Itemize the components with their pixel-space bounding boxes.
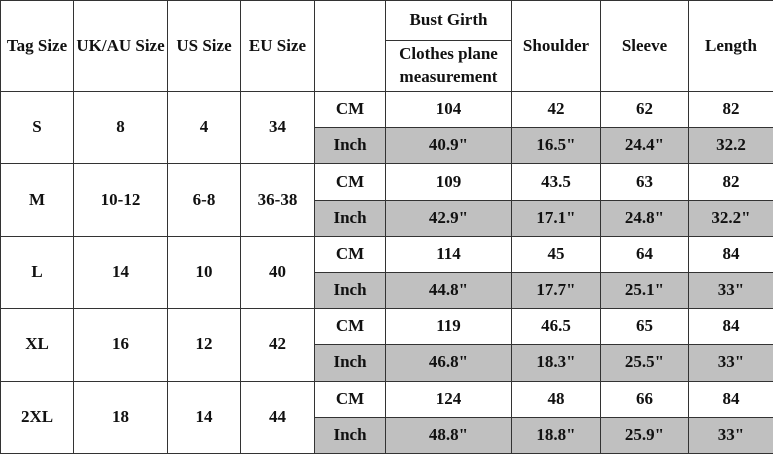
- data-row: XL 16 12 42 CM 119 46.5 65 84: [0, 308, 773, 382]
- measure-cell: 46.8": [385, 344, 512, 382]
- measure-cell: 82: [688, 90, 773, 129]
- size-cell: 2XL: [0, 380, 74, 454]
- header-cell: EU Size: [240, 0, 315, 92]
- data-row: Inch 46.8" 18.3" 25.5" 33": [1, 344, 773, 382]
- measure-cell: 32.2: [688, 127, 773, 165]
- size-cell: M: [0, 163, 74, 237]
- data-row: S 8 4 34 CM 104 42 62 82: [0, 90, 773, 165]
- measure-cell: 25.1": [600, 271, 689, 310]
- measure-cell: 40.9": [385, 127, 512, 165]
- measure-cell: 84: [688, 235, 773, 273]
- unit-cell: CM: [314, 235, 386, 273]
- measure-cell: 17.7": [511, 271, 601, 310]
- unit-cell: CM: [314, 163, 386, 201]
- measure-cell: 17.1": [511, 199, 601, 237]
- header-cell: Sleeve: [600, 0, 689, 92]
- measure-cell: 109: [385, 163, 512, 201]
- unit-cell: Inch: [314, 271, 386, 310]
- size-cell: 36-38: [240, 163, 315, 237]
- header-cell: [314, 0, 386, 92]
- data-row: L 14 10 40 CM 114 45 64 84: [0, 235, 773, 310]
- header-cell: Tag Size: [0, 0, 74, 92]
- measure-cell: 32.2": [688, 199, 773, 237]
- measure-cell: 84: [688, 380, 773, 418]
- header-row: Clothes plane measurement: [1, 40, 773, 92]
- measure-cell: 42: [511, 90, 601, 129]
- measure-cell: 124: [385, 380, 512, 418]
- header-cell: Clothes plane measurement: [385, 40, 512, 92]
- measure-cell: 84: [688, 308, 773, 346]
- measure-cell: 42.9": [385, 199, 512, 237]
- data-row: 2XL 18 14 44 CM 124 48 66 84: [0, 380, 773, 454]
- size-cell: XL: [0, 308, 74, 382]
- size-cell: 12: [167, 308, 241, 382]
- data-row: M 10-12 6-8 36-38 CM 109 43.5 63 82: [0, 163, 773, 237]
- size-cell: S: [0, 90, 74, 165]
- measure-cell: 25.9": [600, 416, 689, 454]
- measure-cell: 114: [385, 235, 512, 273]
- size-cell: 16: [73, 308, 168, 382]
- header-row: Tag Size UK/AU Size US Size EU Size Bust…: [0, 0, 773, 92]
- size-cell: 14: [73, 235, 168, 310]
- unit-cell: CM: [314, 90, 386, 129]
- unit-cell: Inch: [314, 416, 386, 454]
- measure-cell: 65: [600, 308, 689, 346]
- table-body: S 8 4 34 CM 104 42 62 82 Inch 40.9" 16.5" 24.4" 32.2 M…: [0, 90, 773, 454]
- size-cell: 40: [240, 235, 315, 310]
- measure-cell: 45: [511, 235, 601, 273]
- measure-cell: 18.8": [511, 416, 601, 454]
- measure-cell: 119: [385, 308, 512, 346]
- measure-cell: 24.8": [600, 199, 689, 237]
- size-cell: 44: [240, 380, 315, 454]
- measure-cell: 24.4": [600, 127, 689, 165]
- header-cell: Length: [688, 0, 773, 92]
- size-cell: L: [0, 235, 74, 310]
- size-cell: 8: [73, 90, 168, 165]
- measure-cell: 33": [688, 344, 773, 382]
- measure-cell: 82: [688, 163, 773, 201]
- measure-cell: 64: [600, 235, 689, 273]
- unit-cell: Inch: [314, 344, 386, 382]
- data-row: Inch 48.8" 18.8" 25.9" 33": [1, 416, 773, 454]
- unit-cell: Inch: [314, 127, 386, 165]
- size-cell: 18: [73, 380, 168, 454]
- unit-cell: CM: [314, 380, 386, 418]
- measure-cell: 48.8": [385, 416, 512, 454]
- size-cell: 4: [167, 90, 241, 165]
- header-cell: Shoulder: [511, 0, 601, 92]
- data-row: Inch 42.9" 17.1" 24.8" 32.2": [1, 199, 773, 237]
- data-row: Inch 40.9" 16.5" 24.4" 32.2: [1, 127, 773, 165]
- measure-cell: 62: [600, 90, 689, 129]
- header-cell: UK/AU Size: [73, 0, 168, 92]
- measure-cell: 25.5": [600, 344, 689, 382]
- measure-cell: 33": [688, 416, 773, 454]
- measure-cell: 63: [600, 163, 689, 201]
- measure-cell: 43.5: [511, 163, 601, 201]
- header-cell: Bust Girth: [385, 0, 512, 41]
- unit-cell: CM: [314, 308, 386, 346]
- size-cell: 14: [167, 380, 241, 454]
- unit-cell: Inch: [314, 199, 386, 237]
- size-cell: 34: [240, 90, 315, 165]
- size-cell: 6-8: [167, 163, 241, 237]
- size-cell: 10-12: [73, 163, 168, 237]
- measure-cell: 48: [511, 380, 601, 418]
- measure-cell: 104: [385, 90, 512, 129]
- measure-cell: 18.3": [511, 344, 601, 382]
- size-cell: 10: [167, 235, 241, 310]
- header-cell: US Size: [167, 0, 241, 92]
- size-cell: 42: [240, 308, 315, 382]
- measure-cell: 66: [600, 380, 689, 418]
- measure-cell: 44.8": [385, 271, 512, 310]
- measure-cell: 16.5": [511, 127, 601, 165]
- measure-cell: 46.5: [511, 308, 601, 346]
- measure-cell: 33": [688, 271, 773, 310]
